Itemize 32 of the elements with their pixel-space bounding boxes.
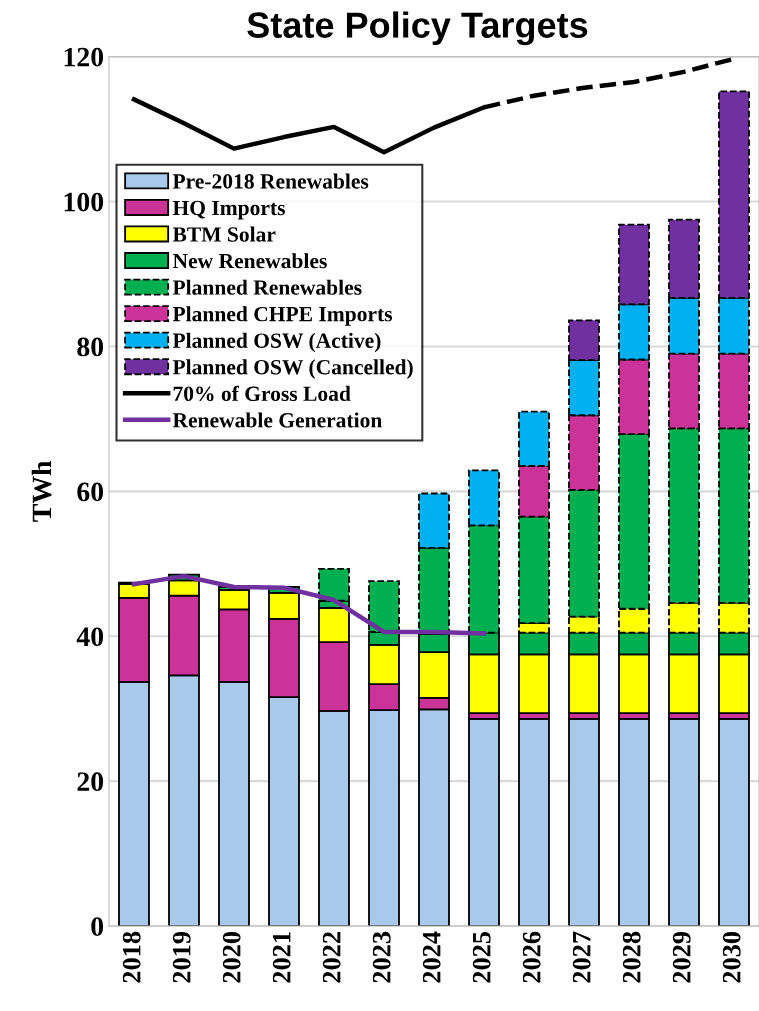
legend-label: Planned CHPE Imports bbox=[172, 306, 393, 326]
x-tick-label: 2022 bbox=[322, 932, 341, 983]
x-tick-label: 2029 bbox=[672, 931, 691, 983]
y-tick-label: 60 bbox=[77, 482, 104, 502]
x-tick-label: 2023 bbox=[372, 931, 391, 983]
legend-label: Planned OSW (Cancelled) bbox=[172, 359, 413, 379]
y-axis-title: TWh bbox=[31, 460, 52, 522]
chart-title: State Policy Targets bbox=[247, 11, 588, 46]
x-tick-label: 2020 bbox=[222, 931, 241, 983]
x-tick-label: 2021 bbox=[272, 932, 291, 983]
y-tick-label: 20 bbox=[77, 772, 104, 792]
legend-label: Renewable Generation bbox=[172, 412, 383, 428]
x-tick-label: 2028 bbox=[622, 931, 641, 983]
x-tick-label: 2027 bbox=[572, 931, 591, 983]
y-tick-label: 120 bbox=[64, 47, 104, 67]
legend-label: Planned Renewables bbox=[172, 279, 362, 295]
legend-label: HQ Imports bbox=[172, 200, 285, 220]
legend-label: Pre-2018 Renewables bbox=[172, 173, 369, 189]
x-tick-label: 2025 bbox=[472, 931, 491, 983]
x-tick-label: 2024 bbox=[422, 931, 441, 983]
x-tick-label: 2019 bbox=[172, 931, 191, 983]
legend-label: BTM Solar bbox=[172, 226, 276, 242]
y-tick-label: 0 bbox=[91, 917, 104, 936]
legend-label: New Renewables bbox=[172, 253, 327, 269]
legend-label: 70% of Gross Load bbox=[173, 385, 351, 402]
y-tick-label: 100 bbox=[64, 192, 104, 212]
legend-label: Planned OSW (Active) bbox=[172, 332, 381, 353]
y-tick-label: 80 bbox=[77, 337, 104, 357]
y-tick-label: 40 bbox=[76, 627, 104, 647]
x-tick-label: 2026 bbox=[522, 931, 541, 983]
x-tick-label: 2030 bbox=[722, 931, 741, 983]
x-tick-label: 2018 bbox=[122, 931, 141, 983]
